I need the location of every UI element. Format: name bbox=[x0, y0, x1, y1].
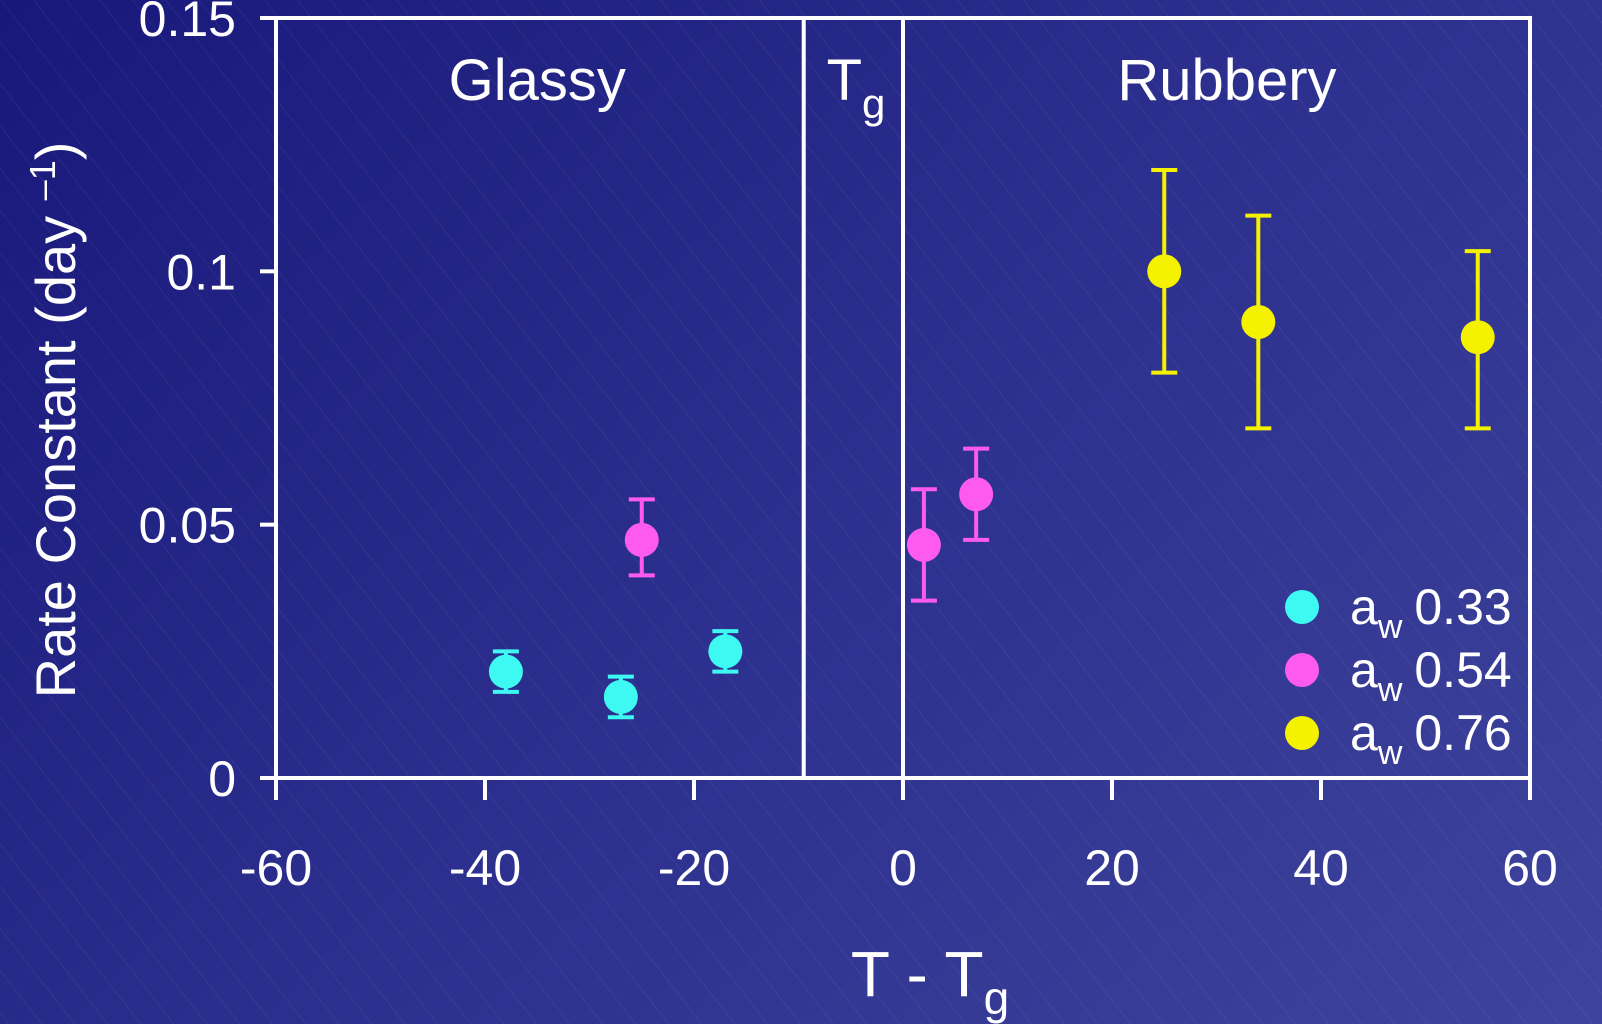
region-boundaries bbox=[801, 18, 905, 778]
data-point-0-2 bbox=[708, 634, 743, 669]
legend-marker-1 bbox=[1285, 653, 1319, 687]
legend-marker-2 bbox=[1285, 716, 1319, 750]
legend-marker-0 bbox=[1285, 590, 1319, 624]
legend-label-sub-2: w bbox=[1377, 734, 1403, 772]
x-axis-title: T - Tg bbox=[851, 938, 1009, 1024]
x-tick-label-5: 40 bbox=[1293, 840, 1349, 896]
data-point-2-1 bbox=[1241, 305, 1276, 339]
x-tick-label-3: 0 bbox=[889, 840, 917, 896]
y-tick-label-3: 0.15 bbox=[139, 0, 236, 47]
data-point-2-0 bbox=[1147, 254, 1182, 289]
legend-label-2: aw 0.76 bbox=[1350, 705, 1512, 772]
x-axis-title-sub: g bbox=[984, 972, 1010, 1024]
series-2 bbox=[1147, 168, 1495, 431]
legend-label-value-2: 0.76 bbox=[1414, 705, 1511, 761]
y-axis-title-sup: –1 bbox=[22, 160, 63, 200]
legend-label-sub-0: w bbox=[1377, 608, 1403, 646]
y-axis-title-close: ) bbox=[24, 142, 87, 161]
y-tick-label-0: 0 bbox=[208, 751, 236, 807]
data-series bbox=[488, 168, 1495, 720]
x-axis: -60 -40 -20 0 20 40 60 bbox=[240, 778, 1558, 896]
x-tick-label-6: 60 bbox=[1502, 840, 1558, 896]
data-point-1-1 bbox=[906, 527, 941, 562]
region-label-0: Glassy bbox=[449, 48, 626, 113]
data-point-1-0 bbox=[624, 522, 659, 557]
legend-label-sub-1: w bbox=[1377, 671, 1403, 709]
x-tick-label-0: -60 bbox=[240, 840, 312, 896]
series-0 bbox=[488, 629, 743, 720]
y-axis-title: Rate Constant (day –1) bbox=[22, 142, 87, 699]
x-tick-label-4: 20 bbox=[1084, 840, 1140, 896]
legend-label-value-1: 0.54 bbox=[1414, 642, 1511, 698]
region-label-sub-1: g bbox=[862, 80, 885, 127]
y-tick-label-1: 0.05 bbox=[139, 498, 236, 554]
legend-label-0: aw 0.33 bbox=[1350, 579, 1512, 646]
y-axis: 0 0.05 0.1 0.15 bbox=[139, 0, 276, 807]
y-tick-label-2: 0.1 bbox=[166, 244, 236, 300]
legend-label-value-0: 0.33 bbox=[1414, 579, 1511, 635]
data-point-0-0 bbox=[488, 654, 523, 689]
x-tick-label-1: -40 bbox=[449, 840, 521, 896]
data-point-2-2 bbox=[1460, 320, 1495, 355]
x-tick-label-2: -20 bbox=[658, 840, 730, 896]
region-labels: Glassy Tg Rubbery bbox=[449, 48, 1337, 127]
data-point-0-1 bbox=[603, 679, 638, 714]
data-point-1-2 bbox=[959, 477, 994, 512]
series-1 bbox=[624, 446, 994, 603]
legend-label-1: aw 0.54 bbox=[1350, 642, 1512, 709]
region-label-2: Rubbery bbox=[1117, 48, 1336, 113]
